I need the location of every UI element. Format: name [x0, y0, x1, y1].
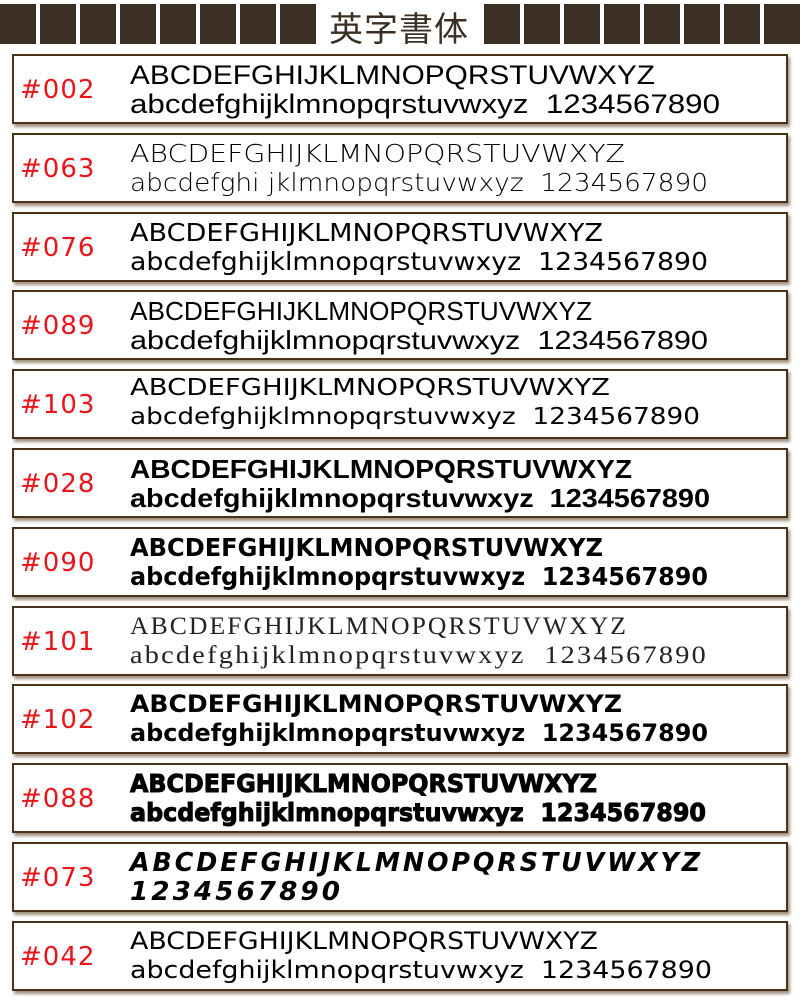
- header-square: [764, 4, 800, 44]
- lowercase-digits-sample: abcdefghijklmnopqrstuvwxyz 1234567890: [130, 955, 712, 984]
- header-square: [40, 4, 76, 44]
- font-code: #028: [20, 469, 96, 499]
- font-sample-row: #088 ABCDEFGHIJKLMNOPQRSTUVWXYZ abcdefgh…: [12, 763, 788, 834]
- lowercase-digits-sample: abcdefghijklmnopqrstuvwxyz 1234567890: [130, 404, 700, 431]
- uppercase-sample: ABCDEFGHIJKLMNOPQRSTUVWXYZ: [130, 138, 625, 168]
- font-code: #090: [20, 547, 96, 578]
- lowercase-digits-sample: abcdefghijklmnopqrstuvwxyz 1234567890: [130, 246, 708, 276]
- font-code: #076: [20, 232, 96, 263]
- lowercase-digits-sample: abcdefghi jklmnopqrstuvwxyz 1234567890: [130, 167, 708, 197]
- header-square: [240, 4, 276, 44]
- font-code: #103: [20, 390, 96, 421]
- lowercase-digits-sample: 1234567890: [130, 877, 343, 907]
- header-square: [564, 4, 600, 44]
- font-code: #089: [20, 311, 96, 342]
- lowercase-digits-sample: abcdefghijklmnopqrstuvwxyz 1234567890: [130, 798, 707, 828]
- font-sample-row: #090 ABCDEFGHIJKLMNOPQRSTUVWXYZ abcdefgh…: [12, 526, 788, 597]
- font-sample-row: #028 ABCDEFGHIJKLMNOPQRSTUVWXYZ abcdefgh…: [12, 448, 788, 518]
- header-square: [200, 4, 236, 44]
- header-square: [280, 4, 316, 44]
- header-square: [684, 4, 720, 44]
- uppercase-sample: ABCDEFGHIJKLMNOPQRSTUVWXYZ: [130, 612, 628, 640]
- font-sample-row: #102 ABCDEFGHIJKLMNOPQRSTUVWXYZ abcdefgh…: [12, 684, 788, 755]
- header-banner: 英字書体: [0, 4, 800, 50]
- lowercase-digits-sample: abcdefghijklmnopqrstuvwxyz 1234567890: [130, 641, 708, 669]
- uppercase-sample: ABCDEFGHIJKLMNOPQRSTUVWXYZ: [130, 375, 610, 402]
- font-code: #073: [20, 863, 96, 893]
- font-sample-row: #042 ABCDEFGHIJKLMNOPQRSTUVWXYZ abcdefgh…: [12, 920, 788, 991]
- header-square: [0, 4, 36, 44]
- font-code: #102: [20, 705, 96, 736]
- uppercase-sample: ABCDEFGHIJKLMNOPQRSTUVWXYZ: [130, 454, 632, 484]
- header-square: [724, 4, 760, 44]
- page-title: 英字書体: [329, 10, 469, 50]
- uppercase-sample: ABCDEFGHIJKLMNOPQRSTUVWXYZ: [130, 690, 622, 719]
- font-sample-row: #101 ABCDEFGHIJKLMNOPQRSTUVWXYZ abcdefgh…: [12, 605, 788, 676]
- uppercase-sample: ABCDEFGHIJKLMNOPQRSTUVWXYZ: [130, 769, 598, 799]
- header-square: [80, 4, 116, 44]
- uppercase-sample: ABCDEFGHIJKLMNOPQRSTUVWXYZ: [130, 217, 603, 247]
- lowercase-digits-sample: abcdefghijklmnopqrstuvwxyz 1234567890: [130, 483, 710, 513]
- header-square: [484, 4, 520, 44]
- font-code: #063: [20, 153, 96, 184]
- font-code: #002: [20, 75, 96, 105]
- font-sample-row: #002 ABCDEFGHIJKLMNOPQRSTUVWXYZ abcdefgh…: [12, 54, 788, 124]
- header-square: [160, 4, 196, 44]
- uppercase-sample: ABCDEFGHIJKLMNOPQRSTUVWXYZ: [130, 60, 655, 90]
- uppercase-sample: ABCDEFGHIJKLMNOPQRSTUVWXYZ: [130, 296, 592, 327]
- font-code: #042: [20, 941, 96, 972]
- lowercase-digits-sample: abcdefghijklmnopqrstuvwxyz 1234567890: [130, 561, 708, 591]
- uppercase-sample: ABCDEFGHIJKLMNOPQRSTUVWXYZ: [130, 532, 603, 562]
- uppercase-sample: ABCDEFGHIJKLMNOPQRSTUVWXYZ: [130, 926, 598, 955]
- header-square: [120, 4, 156, 44]
- font-sample-row: #103 ABCDEFGHIJKLMNOPQRSTUVWXYZ abcdefgh…: [12, 369, 788, 440]
- lowercase-digits-sample: abcdefghijklmnopqrstuvwxyz 1234567890: [130, 325, 708, 356]
- header-square: [644, 4, 680, 44]
- font-code: #088: [20, 784, 96, 815]
- lowercase-digits-sample: abcdefghijklmnopqrstuvwxyz 1234567890: [130, 89, 720, 119]
- font-sample-row: #063 ABCDEFGHIJKLMNOPQRSTUVWXYZ abcdefgh…: [12, 132, 788, 203]
- header-square: [524, 4, 560, 44]
- font-sample-row: #076 ABCDEFGHIJKLMNOPQRSTUVWXYZ abcdefgh…: [12, 211, 788, 282]
- font-code: #101: [20, 626, 96, 657]
- font-sample-row: #073 ABCDEFGHIJKLMNOPQRSTUVWXYZ 12345678…: [12, 842, 788, 912]
- font-sample-row: #089 ABCDEFGHIJKLMNOPQRSTUVWXYZ abcdefgh…: [12, 290, 788, 361]
- uppercase-sample: ABCDEFGHIJKLMNOPQRSTUVWXYZ: [130, 848, 703, 878]
- lowercase-digits-sample: abcdefghijklmnopqrstuvwxyz 1234567890: [130, 719, 708, 748]
- header-square: [604, 4, 640, 44]
